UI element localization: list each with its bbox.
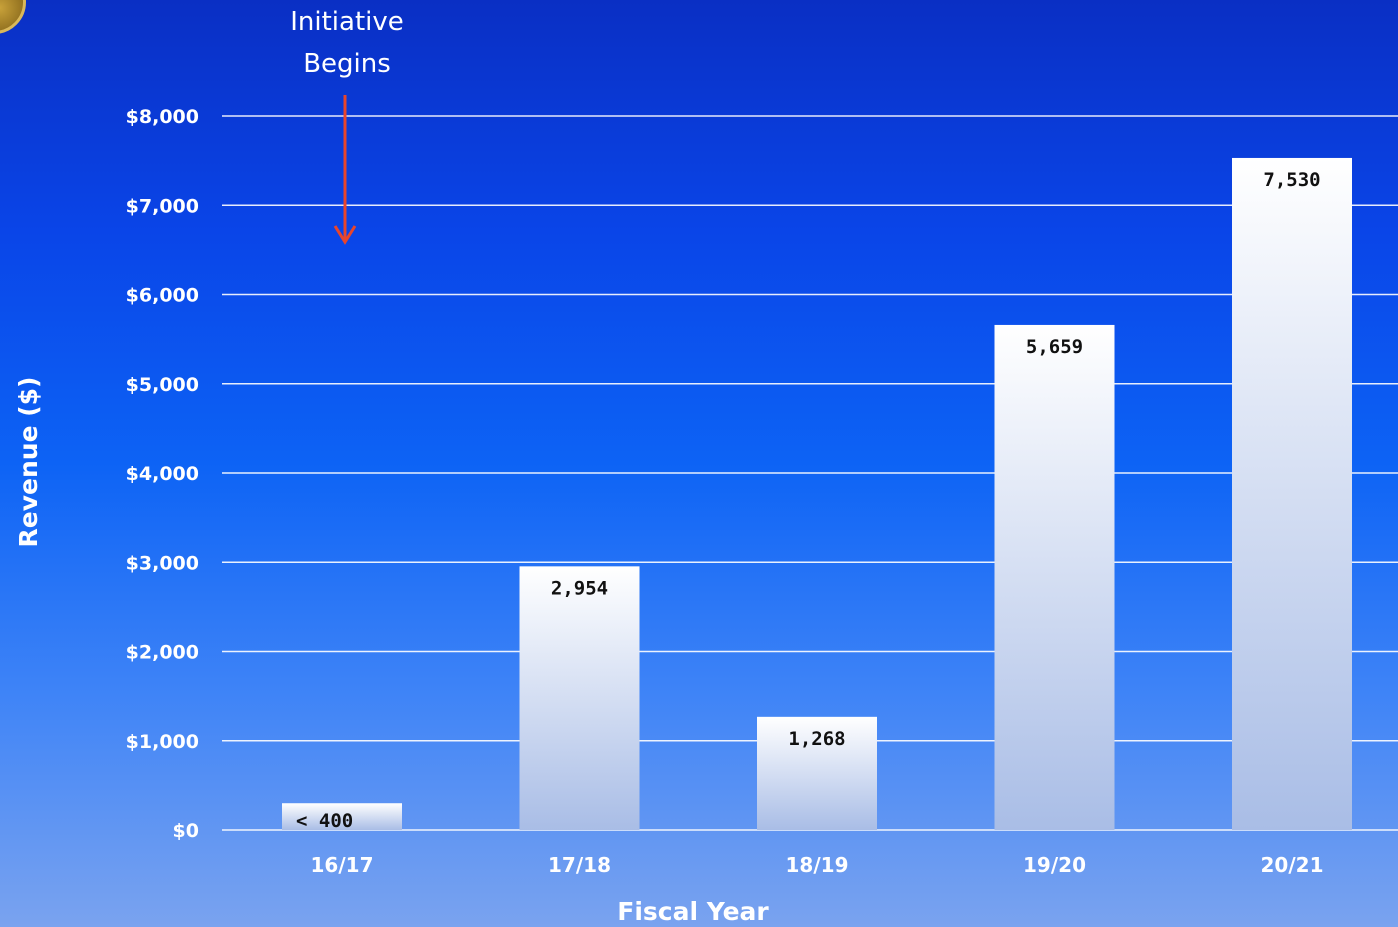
data-label: 1,268	[788, 728, 845, 750]
y-tick-label: $2,000	[126, 642, 199, 664]
y-tick-label: $5,000	[126, 374, 199, 396]
annotation-line-2: Begins	[303, 49, 391, 79]
initiative-annotation: Initiative Begins	[290, 7, 404, 245]
data-label: 2,954	[551, 577, 608, 599]
y-tick-label: $8,000	[126, 106, 199, 128]
data-label: 5,659	[1026, 336, 1083, 358]
x-tick-label: 20/21	[1261, 853, 1324, 877]
bar-20-21	[1232, 157, 1352, 830]
x-tick-label: 16/17	[311, 853, 374, 877]
x-axis-ticks: 16/17 17/18 18/19 19/20 20/21	[311, 853, 1324, 877]
data-label: < 400	[296, 810, 353, 832]
annotation-line-1: Initiative	[290, 7, 404, 37]
bars: < 400 2,954 1,268 5,659 7,530	[282, 157, 1352, 832]
y-tick-label: $0	[173, 820, 199, 842]
bar-18-19	[757, 716, 877, 830]
y-tick-label: $4,000	[126, 463, 199, 485]
bar-19-20	[994, 324, 1115, 830]
data-label: 7,530	[1263, 169, 1320, 191]
bar-16-17	[282, 803, 402, 830]
y-tick-label: $1,000	[126, 731, 199, 753]
x-tick-label: 19/20	[1023, 853, 1086, 877]
y-tick-label: $3,000	[126, 552, 199, 574]
x-tick-label: 18/19	[786, 853, 849, 877]
y-tick-label: $7,000	[126, 195, 199, 217]
y-axis-ticks: $0 $1,000 $2,000 $3,000 $4,000 $5,000 $6,000 $7…	[126, 106, 199, 842]
y-tick-label: $6,000	[126, 285, 199, 307]
x-axis-title: Fiscal Year	[617, 897, 769, 926]
x-tick-label: 17/18	[548, 853, 611, 877]
annotation-arrowhead-icon	[333, 225, 357, 245]
y-axis-title: Revenue ($)	[14, 377, 43, 548]
bar-17-18	[519, 566, 640, 830]
